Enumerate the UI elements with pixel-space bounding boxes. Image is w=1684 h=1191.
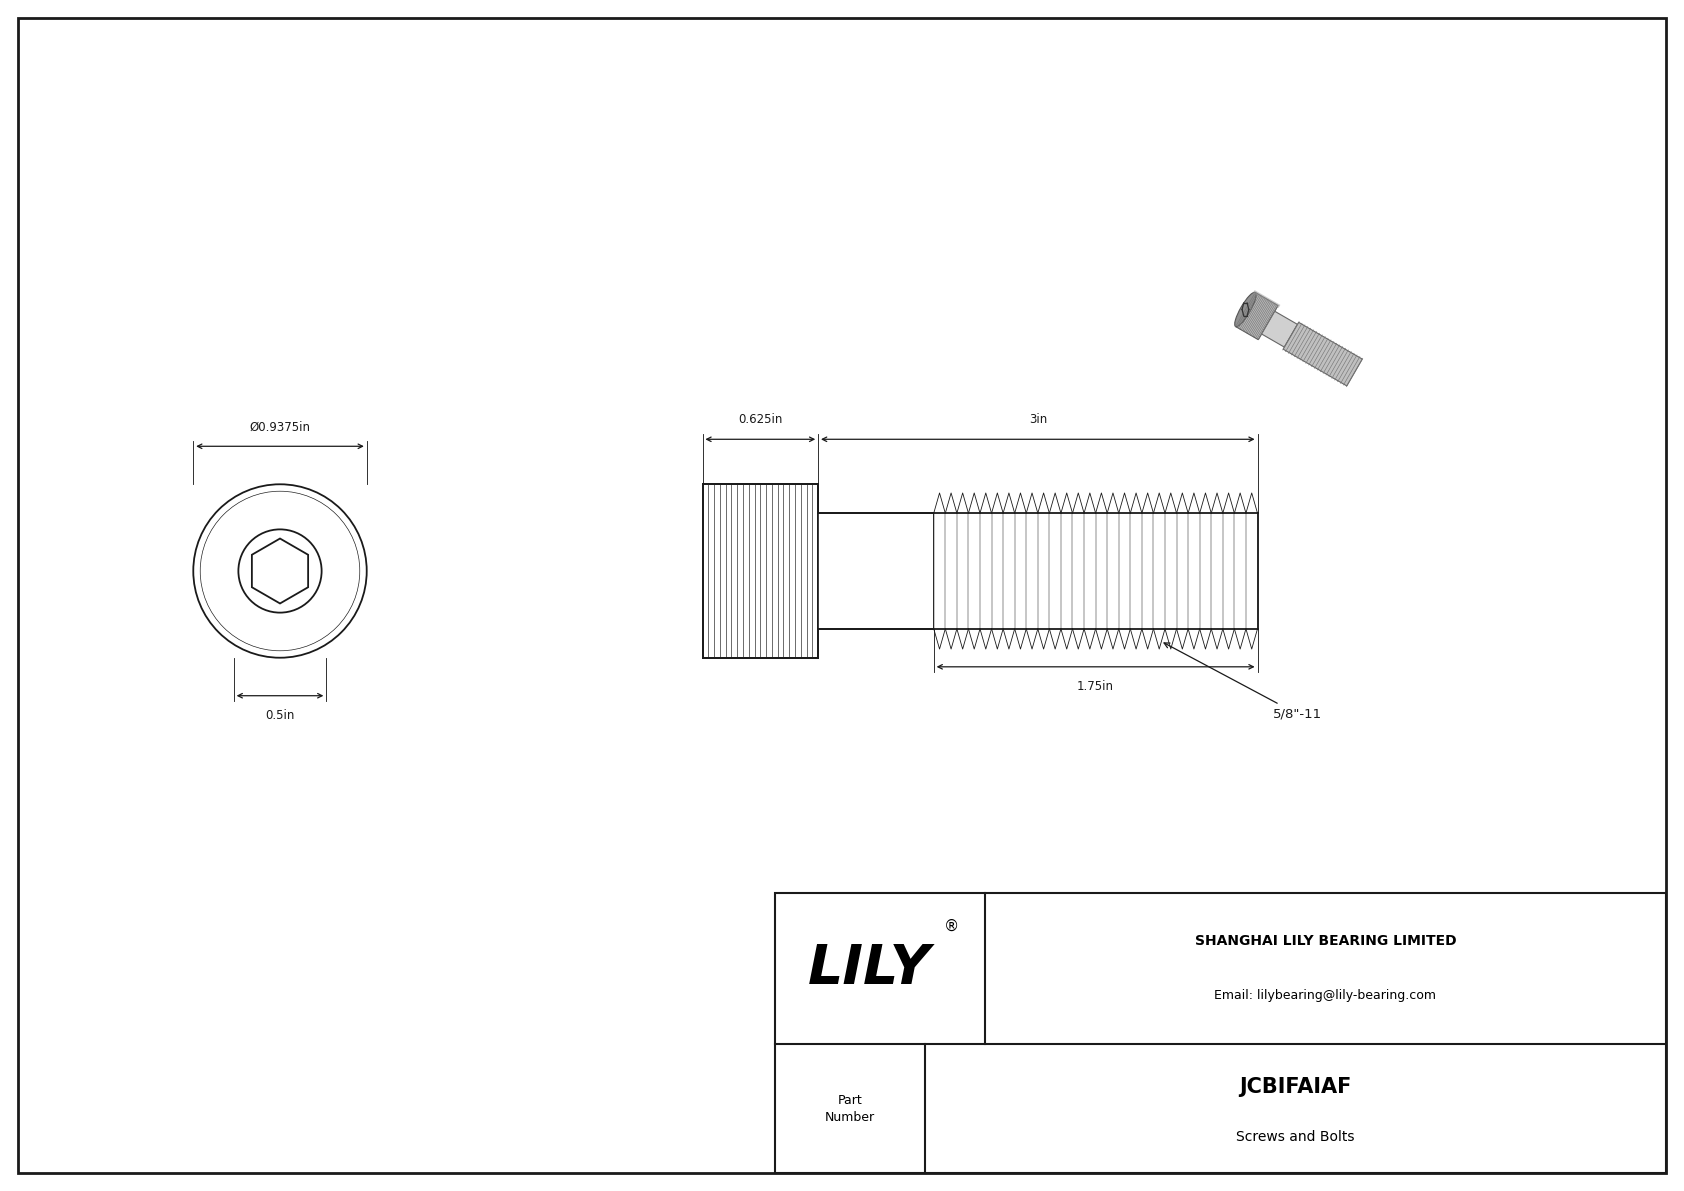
Polygon shape [253, 538, 308, 604]
Circle shape [239, 529, 322, 612]
Text: 0.625in: 0.625in [738, 413, 783, 426]
Text: LILY: LILY [808, 942, 931, 996]
Text: JCBIFAIAF: JCBIFAIAF [1239, 1077, 1352, 1097]
Ellipse shape [1234, 292, 1256, 326]
Polygon shape [1283, 323, 1362, 386]
Bar [933, 495, 1258, 647]
Text: Email: lilybearing@lily-bearing.com: Email: lilybearing@lily-bearing.com [1214, 990, 1436, 1003]
Bar [818, 513, 933, 629]
Polygon shape [1261, 311, 1297, 347]
Bar [702, 485, 818, 657]
Text: 3in: 3in [1029, 413, 1047, 426]
Text: 0.5in: 0.5in [266, 709, 295, 722]
Text: 5/8"-11: 5/8"-11 [1164, 643, 1322, 721]
Text: SHANGHAI LILY BEARING LIMITED: SHANGHAI LILY BEARING LIMITED [1194, 935, 1457, 948]
Text: Part
Number: Part Number [825, 1093, 874, 1123]
Circle shape [194, 485, 367, 657]
Text: ®: ® [945, 919, 960, 934]
Bar [775, 893, 1665, 1173]
Text: 1.75in: 1.75in [1078, 680, 1115, 693]
Text: Ø0.9375in: Ø0.9375in [249, 420, 310, 434]
Text: Screws and Bolts: Screws and Bolts [1236, 1129, 1354, 1143]
Polygon shape [1236, 293, 1278, 339]
